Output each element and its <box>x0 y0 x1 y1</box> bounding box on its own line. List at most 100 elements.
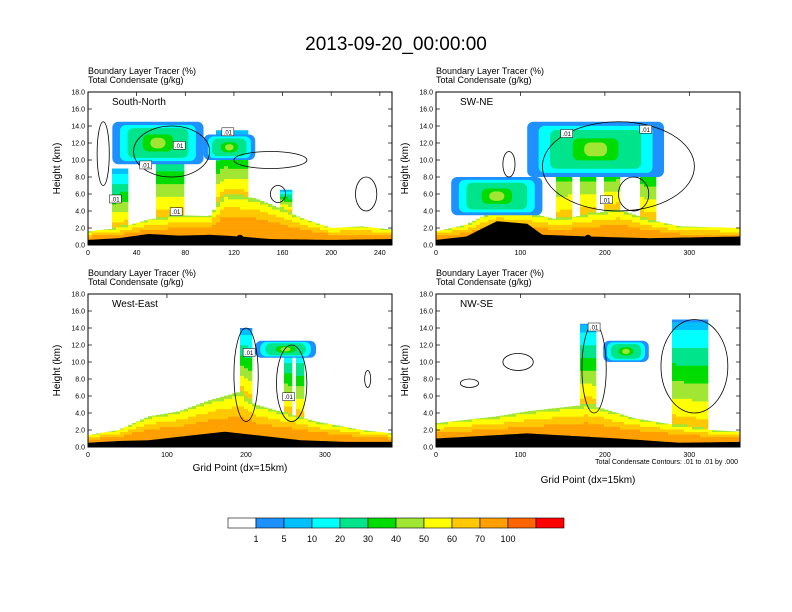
tracer-cell <box>552 408 557 410</box>
tracer-cell <box>156 206 161 210</box>
tracer-cell <box>532 426 537 430</box>
tracer-cell <box>600 408 605 410</box>
tracer-cell <box>232 188 237 192</box>
tracer-cell <box>300 380 305 384</box>
tracer-cell <box>580 183 585 187</box>
y-tick-label: 10.0 <box>71 360 85 367</box>
tracer-cell <box>172 431 177 435</box>
tracer-cell <box>608 214 613 218</box>
tracer-cell <box>700 234 705 238</box>
tracer-cell <box>324 423 329 425</box>
tracer-cell <box>180 199 185 202</box>
tracer-cell <box>476 424 481 427</box>
tracer-cell <box>628 418 633 422</box>
tracer-cell <box>568 229 573 233</box>
tracer-cell <box>472 424 477 427</box>
tracer-cell <box>584 227 589 230</box>
tracer-cell <box>96 234 101 238</box>
tracer-cell <box>236 401 241 404</box>
tracer-cell <box>156 216 161 220</box>
tracer-cell <box>444 232 449 236</box>
tracer-cell <box>236 406 241 410</box>
tracer-cell <box>648 186 653 190</box>
tracer-cell <box>536 431 541 435</box>
tracer-cell <box>156 431 161 435</box>
tracer-cell <box>160 201 165 205</box>
tracer-cell <box>376 237 381 241</box>
tracer-cell <box>188 424 193 427</box>
tracer-cell <box>364 232 369 236</box>
tracer-cell <box>564 178 569 182</box>
tracer-cell <box>228 163 233 167</box>
tracer-cell <box>604 183 609 187</box>
tracer-cell <box>608 418 613 422</box>
tracer-cell <box>312 227 317 230</box>
tracer-cell <box>564 186 569 190</box>
tracer-cell <box>556 227 561 230</box>
tracer-cell <box>240 229 245 233</box>
tracer-cell <box>628 227 633 230</box>
tracer-cell <box>648 209 653 213</box>
tracer-cell <box>120 431 125 435</box>
tracer-cell <box>588 337 593 341</box>
tracer-cell <box>592 188 597 192</box>
tracer-cell <box>304 234 309 238</box>
tracer-cell <box>480 421 485 425</box>
tracer-cell <box>456 421 461 425</box>
tracer-cell <box>564 196 569 200</box>
tracer-cell <box>248 216 253 220</box>
tracer-cell <box>248 390 253 394</box>
tracer-cell <box>240 214 245 218</box>
tracer-cell <box>592 431 597 435</box>
tracer-cell <box>616 211 621 215</box>
tracer-cell <box>632 431 637 435</box>
y-tick-label: 2.0 <box>75 428 85 435</box>
tracer-cell <box>664 434 669 438</box>
tracer-cell <box>576 431 581 435</box>
tracer-cell <box>196 429 201 432</box>
tracer-cell <box>200 431 205 435</box>
tracer-cell <box>160 206 165 210</box>
tracer-cell <box>596 421 601 425</box>
tracer-cell <box>164 204 169 208</box>
tracer-cell <box>240 350 245 353</box>
tracer-cell <box>304 222 309 225</box>
tracer-cell <box>244 181 249 185</box>
tracer-cell <box>560 188 565 192</box>
tracer-cell <box>548 411 553 415</box>
tracer-cell <box>236 130 241 134</box>
tracer-cell <box>528 214 533 218</box>
tracer-cell <box>220 406 225 410</box>
tracer-cell <box>228 219 233 223</box>
tracer-cell <box>588 421 593 425</box>
tracer-cell <box>320 434 325 438</box>
tracer-cell <box>128 434 133 438</box>
tracer-cell <box>284 237 289 241</box>
tracer-cell <box>256 413 261 417</box>
tracer-cell <box>452 421 457 425</box>
tracer-cell <box>260 421 265 425</box>
tracer-cell <box>588 375 593 379</box>
tracer-cell <box>512 431 517 435</box>
tracer-cell <box>580 421 585 425</box>
tracer-cell <box>460 431 465 435</box>
tracer-cell <box>136 222 141 225</box>
tracer-cell <box>580 222 585 225</box>
tracer-cell <box>220 204 225 208</box>
tracer-cell <box>164 418 169 422</box>
tracer-cell <box>492 219 497 223</box>
tracer-cell <box>660 224 665 228</box>
tracer-cell <box>212 216 217 220</box>
tracer-cell <box>552 408 557 412</box>
tracer-cell <box>240 219 245 223</box>
tracer-cell <box>264 429 269 432</box>
tracer-cell <box>436 436 441 440</box>
tracer-cell <box>704 232 709 236</box>
tracer-cell <box>216 426 221 430</box>
tracer-cell <box>112 176 117 179</box>
tracer-cell <box>248 393 253 397</box>
tracer-cell <box>188 416 193 420</box>
tracer-cell <box>328 436 333 440</box>
tracer-cell <box>208 219 213 223</box>
tracer-cell <box>264 222 269 225</box>
